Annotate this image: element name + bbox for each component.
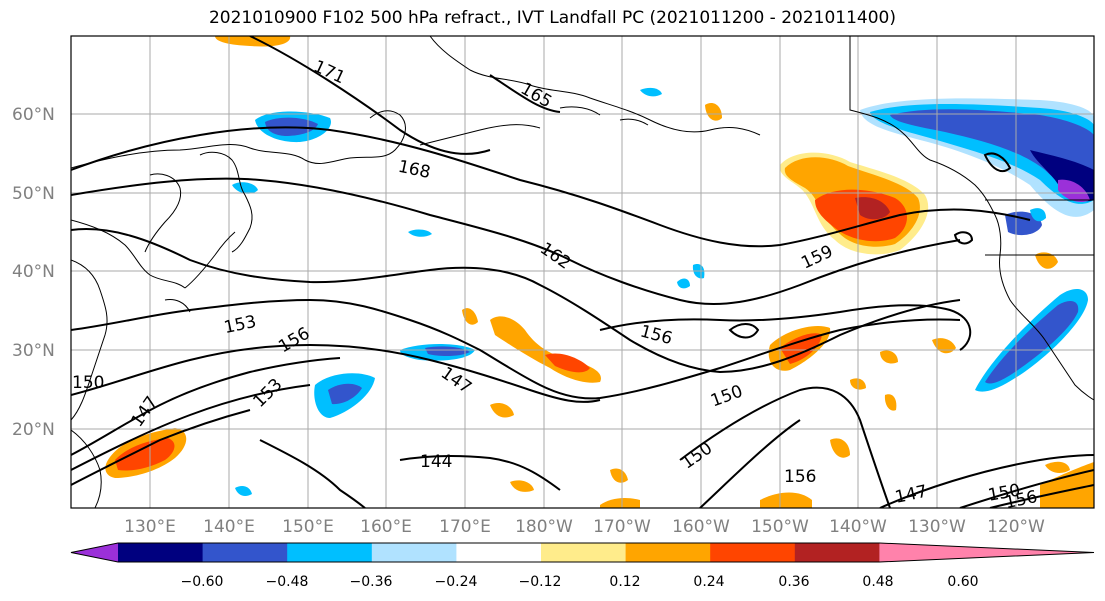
lon-label: 180°W [515, 517, 573, 537]
lon-label: 160°W [672, 517, 730, 537]
colorbar-label: −0.12 [519, 574, 562, 590]
colorbar [70, 542, 1095, 563]
colorbar-label: −0.36 [350, 574, 393, 590]
colorbar-label: 0.48 [862, 574, 893, 590]
colorbar-segment [541, 543, 627, 562]
colorbar-extend-right [879, 543, 1094, 562]
lat-label: 30°N [12, 341, 55, 361]
colorbar-extend-left [71, 543, 118, 562]
lon-label: 130°W [908, 517, 966, 537]
lon-label: 160°E [360, 517, 412, 537]
contour-label: 150 [72, 373, 104, 393]
colorbar-segment [202, 543, 288, 562]
colorbar-label: −0.24 [435, 574, 478, 590]
colorbar-segment [794, 543, 880, 562]
lat-label: 60°N [12, 105, 55, 125]
lon-label: 130°E [124, 517, 176, 537]
lon-label: 170°E [439, 517, 491, 537]
lat-label: 50°N [12, 184, 55, 204]
colorbar-segment [625, 543, 711, 562]
colorbar-label: −0.48 [266, 574, 309, 590]
colorbar-labels: −0.60 −0.48 −0.36 −0.24 −0.12 0.12 0.24 … [181, 574, 979, 590]
colorbar-label: 0.24 [693, 574, 724, 590]
lat-label: 40°N [12, 262, 55, 282]
contour-label: 156 [784, 467, 816, 487]
lon-label: 170°W [593, 517, 651, 537]
gridlines [71, 36, 1094, 508]
latitude-labels: 60°N 50°N 40°N 30°N 20°N [12, 105, 55, 440]
colorbar-label: −0.60 [181, 574, 224, 590]
lon-label: 140°E [203, 517, 255, 537]
lon-label: 150°E [282, 517, 334, 537]
colorbar-label: 0.60 [947, 574, 978, 590]
plot-frame [70, 35, 1095, 509]
longitude-labels: 130°E 140°E 150°E 160°E 170°E 180°W 170°… [124, 517, 1045, 537]
colorbar-segment [287, 543, 373, 562]
lon-label: 150°W [751, 517, 809, 537]
colorbar-segment [710, 543, 796, 562]
lat-label: 20°N [12, 420, 55, 440]
colorbar-segment [118, 543, 204, 562]
height-contours [71, 36, 1094, 508]
colorbar-segment [371, 543, 457, 562]
colorbar-label: 0.12 [609, 574, 640, 590]
colorbar-label: 0.36 [778, 574, 809, 590]
lon-label: 140°W [829, 517, 887, 537]
coastlines [71, 36, 1094, 508]
contour-label: 144 [420, 452, 452, 472]
shading-layer [105, 36, 1094, 508]
map-title: 2021010900 F102 500 hPa refract., IVT La… [208, 8, 896, 28]
contour-label: 156 [1003, 487, 1039, 513]
lon-label: 120°W [987, 517, 1045, 537]
colorbar-outline [70, 542, 1095, 563]
colorbar-segment [456, 543, 542, 562]
